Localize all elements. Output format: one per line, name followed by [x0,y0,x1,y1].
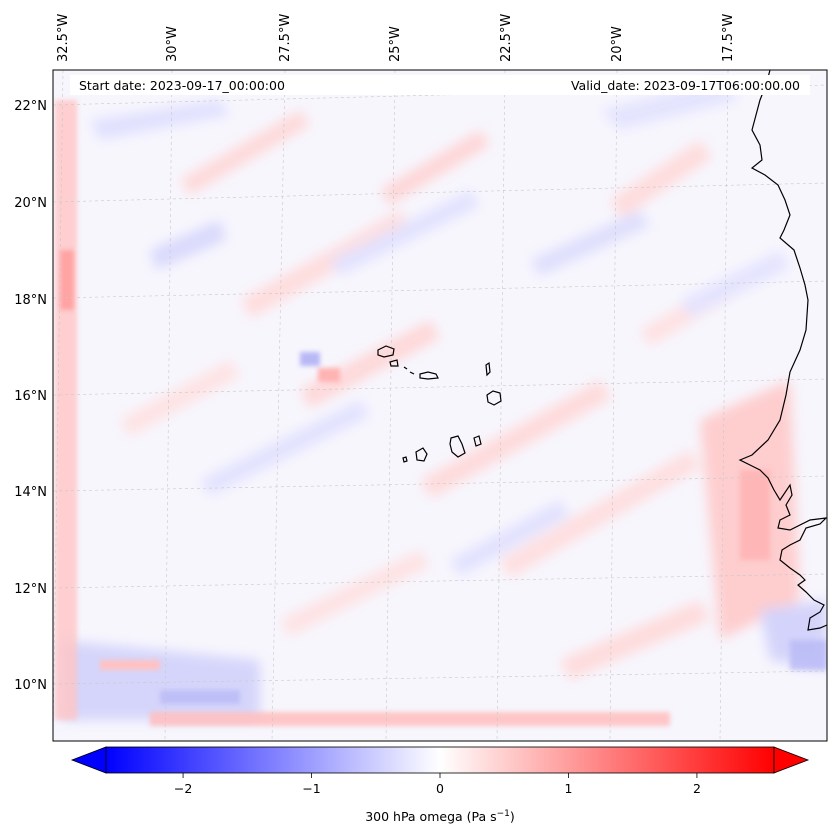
lat-label: 18°N [14,293,47,308]
colorbar-extend-low [70,746,107,774]
colorbar-tick-label: 2 [693,781,701,796]
colorbar-tick-label: 1 [564,781,572,796]
lat-label: 14°N [14,485,47,500]
lon-label: 25°W [388,26,403,62]
lon-label: 22.5°W [499,14,514,62]
colorbar: −2 −1 0 1 2 300 hPa omega (Pa s−1) [70,746,810,824]
africa-coastline [738,70,827,631]
lat-label: 16°N [14,389,47,404]
lon-label: 17.5°W [721,14,736,62]
cabo-verde-islands [377,345,502,463]
latitude-labels: 22°N 20°N 18°N 16°N 14°N 12°N 10°N [14,99,47,693]
colorbar-ticks: −2 −1 0 1 2 [174,773,701,796]
lon-label: 30°W [165,26,180,62]
colorbar-tick-label: 0 [436,781,444,796]
valid-date-label: Valid_date: 2023-09-17T06:00:00.00 [571,78,800,93]
lon-label: 32.5°W [56,14,71,62]
lat-label: 10°N [14,678,47,693]
lat-label: 20°N [14,196,47,211]
lat-label: 22°N [14,99,47,114]
colorbar-tick-label: −1 [302,781,320,796]
omega-field [53,70,827,741]
lon-label: 20°W [610,26,625,62]
lat-label: 12°N [14,582,47,597]
colorbar-body [105,746,775,774]
colorbar-tick-label: −2 [174,781,192,796]
lon-label: 27.5°W [278,14,293,62]
gridlines [53,70,827,741]
start-date-label: Start date: 2023-09-17_00:00:00 [79,78,285,93]
colorbar-extend-high [773,746,810,774]
map-frame [52,69,828,742]
longitude-labels: 32.5°W 30°W 27.5°W 25°W 22.5°W 20°W 17.5… [56,14,736,62]
colorbar-label: 300 hPa omega (Pa s−1) [365,809,515,824]
